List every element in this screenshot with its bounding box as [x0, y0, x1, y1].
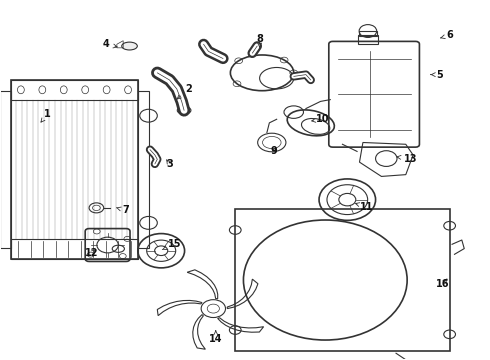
Bar — [235, 208, 450, 351]
Text: 12: 12 — [85, 248, 98, 258]
Text: 7: 7 — [117, 205, 129, 215]
Bar — [359, 31, 377, 36]
Text: 3: 3 — [166, 159, 173, 169]
Text: 13: 13 — [397, 154, 417, 163]
Bar — [11, 239, 138, 258]
Bar — [11, 80, 138, 100]
Bar — [11, 80, 138, 258]
Text: 10: 10 — [312, 114, 330, 124]
Text: 6: 6 — [441, 30, 453, 40]
Text: 2: 2 — [177, 84, 193, 99]
Text: 14: 14 — [209, 331, 222, 344]
Bar — [358, 35, 378, 44]
Text: 9: 9 — [271, 147, 278, 157]
Text: 15: 15 — [162, 239, 181, 249]
Text: 16: 16 — [436, 279, 449, 289]
Bar — [0, 91, 11, 248]
Text: 5: 5 — [431, 69, 443, 80]
Text: 1: 1 — [41, 109, 51, 122]
Text: 4: 4 — [103, 39, 117, 49]
Ellipse shape — [122, 42, 137, 50]
Text: 8: 8 — [256, 34, 263, 47]
Text: 11: 11 — [356, 202, 373, 212]
Bar — [138, 91, 148, 248]
